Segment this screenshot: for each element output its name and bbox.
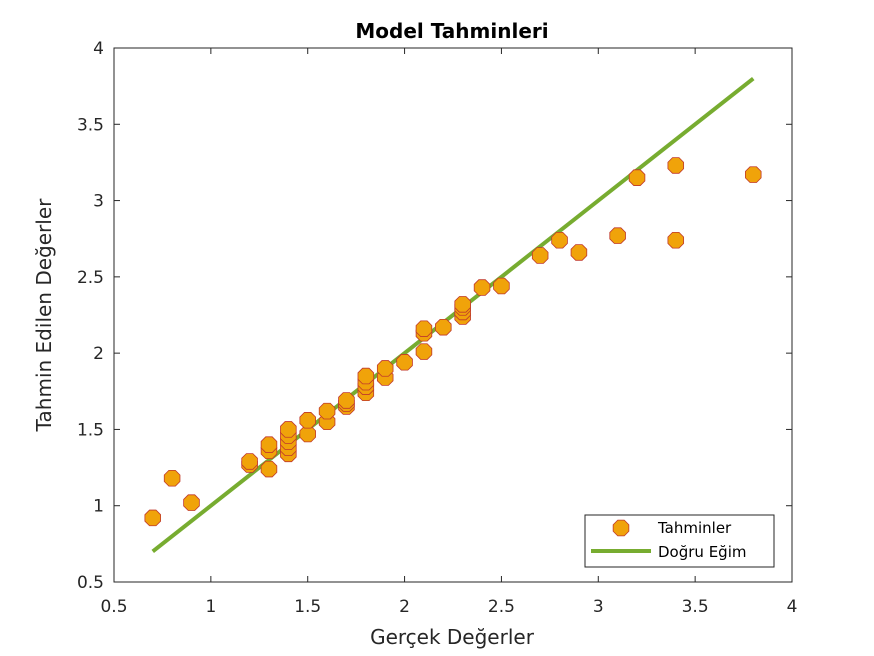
scatter-point (667, 157, 685, 174)
y-tick-label: 1 (93, 497, 104, 517)
scatter-point (531, 247, 549, 264)
scatter-point (163, 469, 181, 487)
scatter-point (376, 360, 394, 377)
scatter-point (183, 494, 200, 511)
scatter-point (551, 231, 568, 249)
scatter-point (473, 279, 491, 296)
x-axis-label: Gerçek Değerler (370, 625, 535, 649)
scatter-point (435, 318, 452, 336)
scatter-point (299, 425, 316, 443)
x-tick-label: 1 (205, 597, 216, 617)
x-tick-label: 2.5 (488, 597, 515, 617)
scatter-point (299, 412, 316, 429)
scatter-point (415, 320, 433, 337)
scatter-point (318, 402, 336, 420)
scatter-point (280, 421, 297, 438)
x-tick-label: 3.5 (682, 597, 709, 617)
y-axis-label: Tahmin Edilen Değerler (32, 198, 56, 432)
x-tick-label: 1.5 (294, 597, 321, 617)
legend-label-dogru-egim: Doğru Eğim (658, 543, 746, 561)
scatter-point (260, 460, 278, 478)
x-tick-label: 0.5 (100, 597, 127, 617)
legend-marker-tahminler (612, 519, 630, 537)
scatter-point (144, 509, 162, 527)
scatter-series (144, 157, 762, 527)
y-tick-label: 3 (93, 192, 104, 212)
scatter-point (357, 367, 375, 385)
scatter-point (415, 343, 433, 360)
scatter-point (667, 231, 685, 249)
scatter-point (241, 453, 258, 470)
x-tick-label: 2 (399, 597, 410, 617)
y-tick-label: 0.5 (77, 573, 104, 593)
legend: Tahminler Doğru Eğim (584, 514, 775, 568)
scatter-point (745, 166, 762, 183)
y-tick-label: 4 (93, 39, 104, 59)
scatter-point (609, 227, 626, 244)
y-tick-label: 1.5 (77, 420, 104, 440)
scatter-point (493, 277, 510, 295)
scatter-point (628, 169, 646, 186)
y-tick-label: 2.5 (77, 268, 104, 288)
scatter-point (260, 436, 278, 453)
x-tick-label: 4 (787, 597, 798, 617)
y-tick-label: 3.5 (77, 115, 104, 135)
scatter-point (338, 392, 355, 409)
y-tick-label: 2 (93, 344, 104, 364)
x-tick-label: 3 (593, 597, 604, 617)
scatter-point (570, 244, 588, 261)
chart-title: Model Tahminleri (355, 19, 548, 43)
scatter-point (454, 296, 471, 313)
legend-label-tahminler: Tahminler (657, 519, 732, 537)
tick-labels: 0.5 1 1.5 2 2.5 3 3.5 4 0.5 1 1.5 2 2.5 3 3.5 4 (77, 39, 797, 617)
scatter-point (396, 354, 413, 371)
plot-frame (113, 47, 793, 583)
